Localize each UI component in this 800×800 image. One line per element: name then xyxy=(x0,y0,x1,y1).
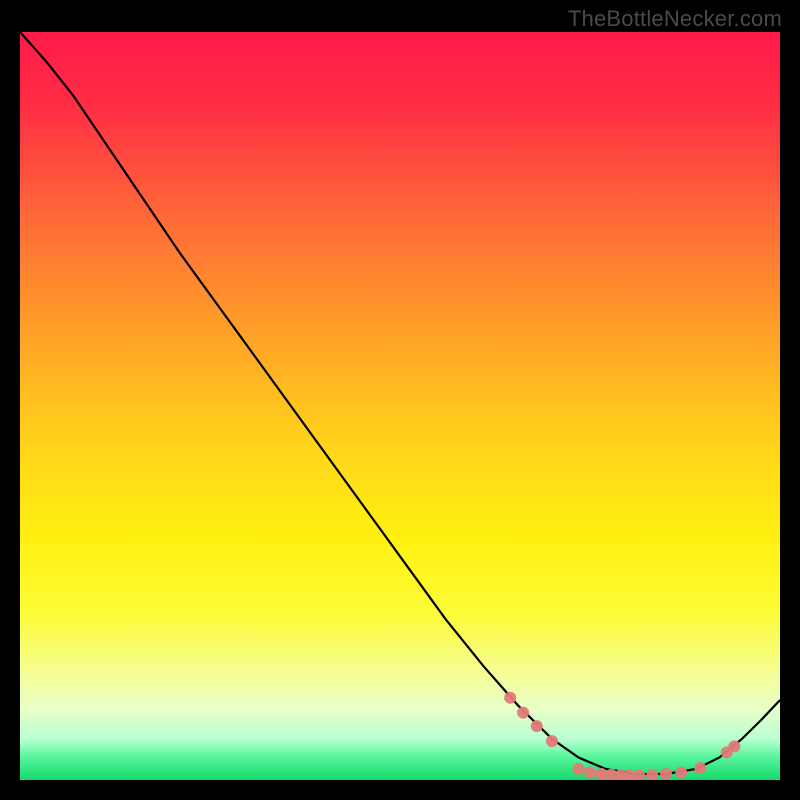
gradient-background xyxy=(20,32,780,780)
data-marker xyxy=(675,767,687,779)
data-marker xyxy=(517,707,529,719)
data-marker xyxy=(504,692,516,704)
plot-area xyxy=(20,32,780,780)
data-marker xyxy=(660,768,672,780)
bottleneck-chart xyxy=(20,32,780,780)
outer-frame: TheBottleNecker.com xyxy=(0,0,800,800)
data-marker xyxy=(531,720,543,732)
watermark-text: TheBottleNecker.com xyxy=(568,6,782,32)
data-marker xyxy=(728,740,740,752)
data-marker xyxy=(546,735,558,747)
data-marker xyxy=(584,767,596,779)
data-marker xyxy=(573,763,585,775)
data-marker xyxy=(694,762,706,774)
